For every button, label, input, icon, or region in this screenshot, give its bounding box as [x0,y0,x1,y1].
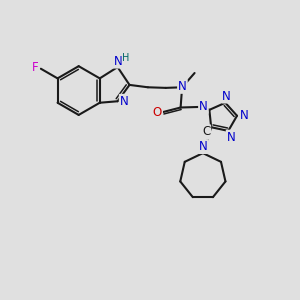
Text: O: O [153,106,162,119]
Text: N: N [239,109,248,122]
Text: N: N [199,140,208,153]
Text: F: F [32,61,39,74]
Text: C: C [202,125,210,138]
Text: N: N [178,80,187,93]
Text: N: N [199,100,208,113]
Text: N: N [120,95,128,108]
Text: N: N [227,130,236,144]
Text: N: N [222,90,231,103]
Text: H: H [122,53,130,63]
Text: N: N [114,55,123,68]
